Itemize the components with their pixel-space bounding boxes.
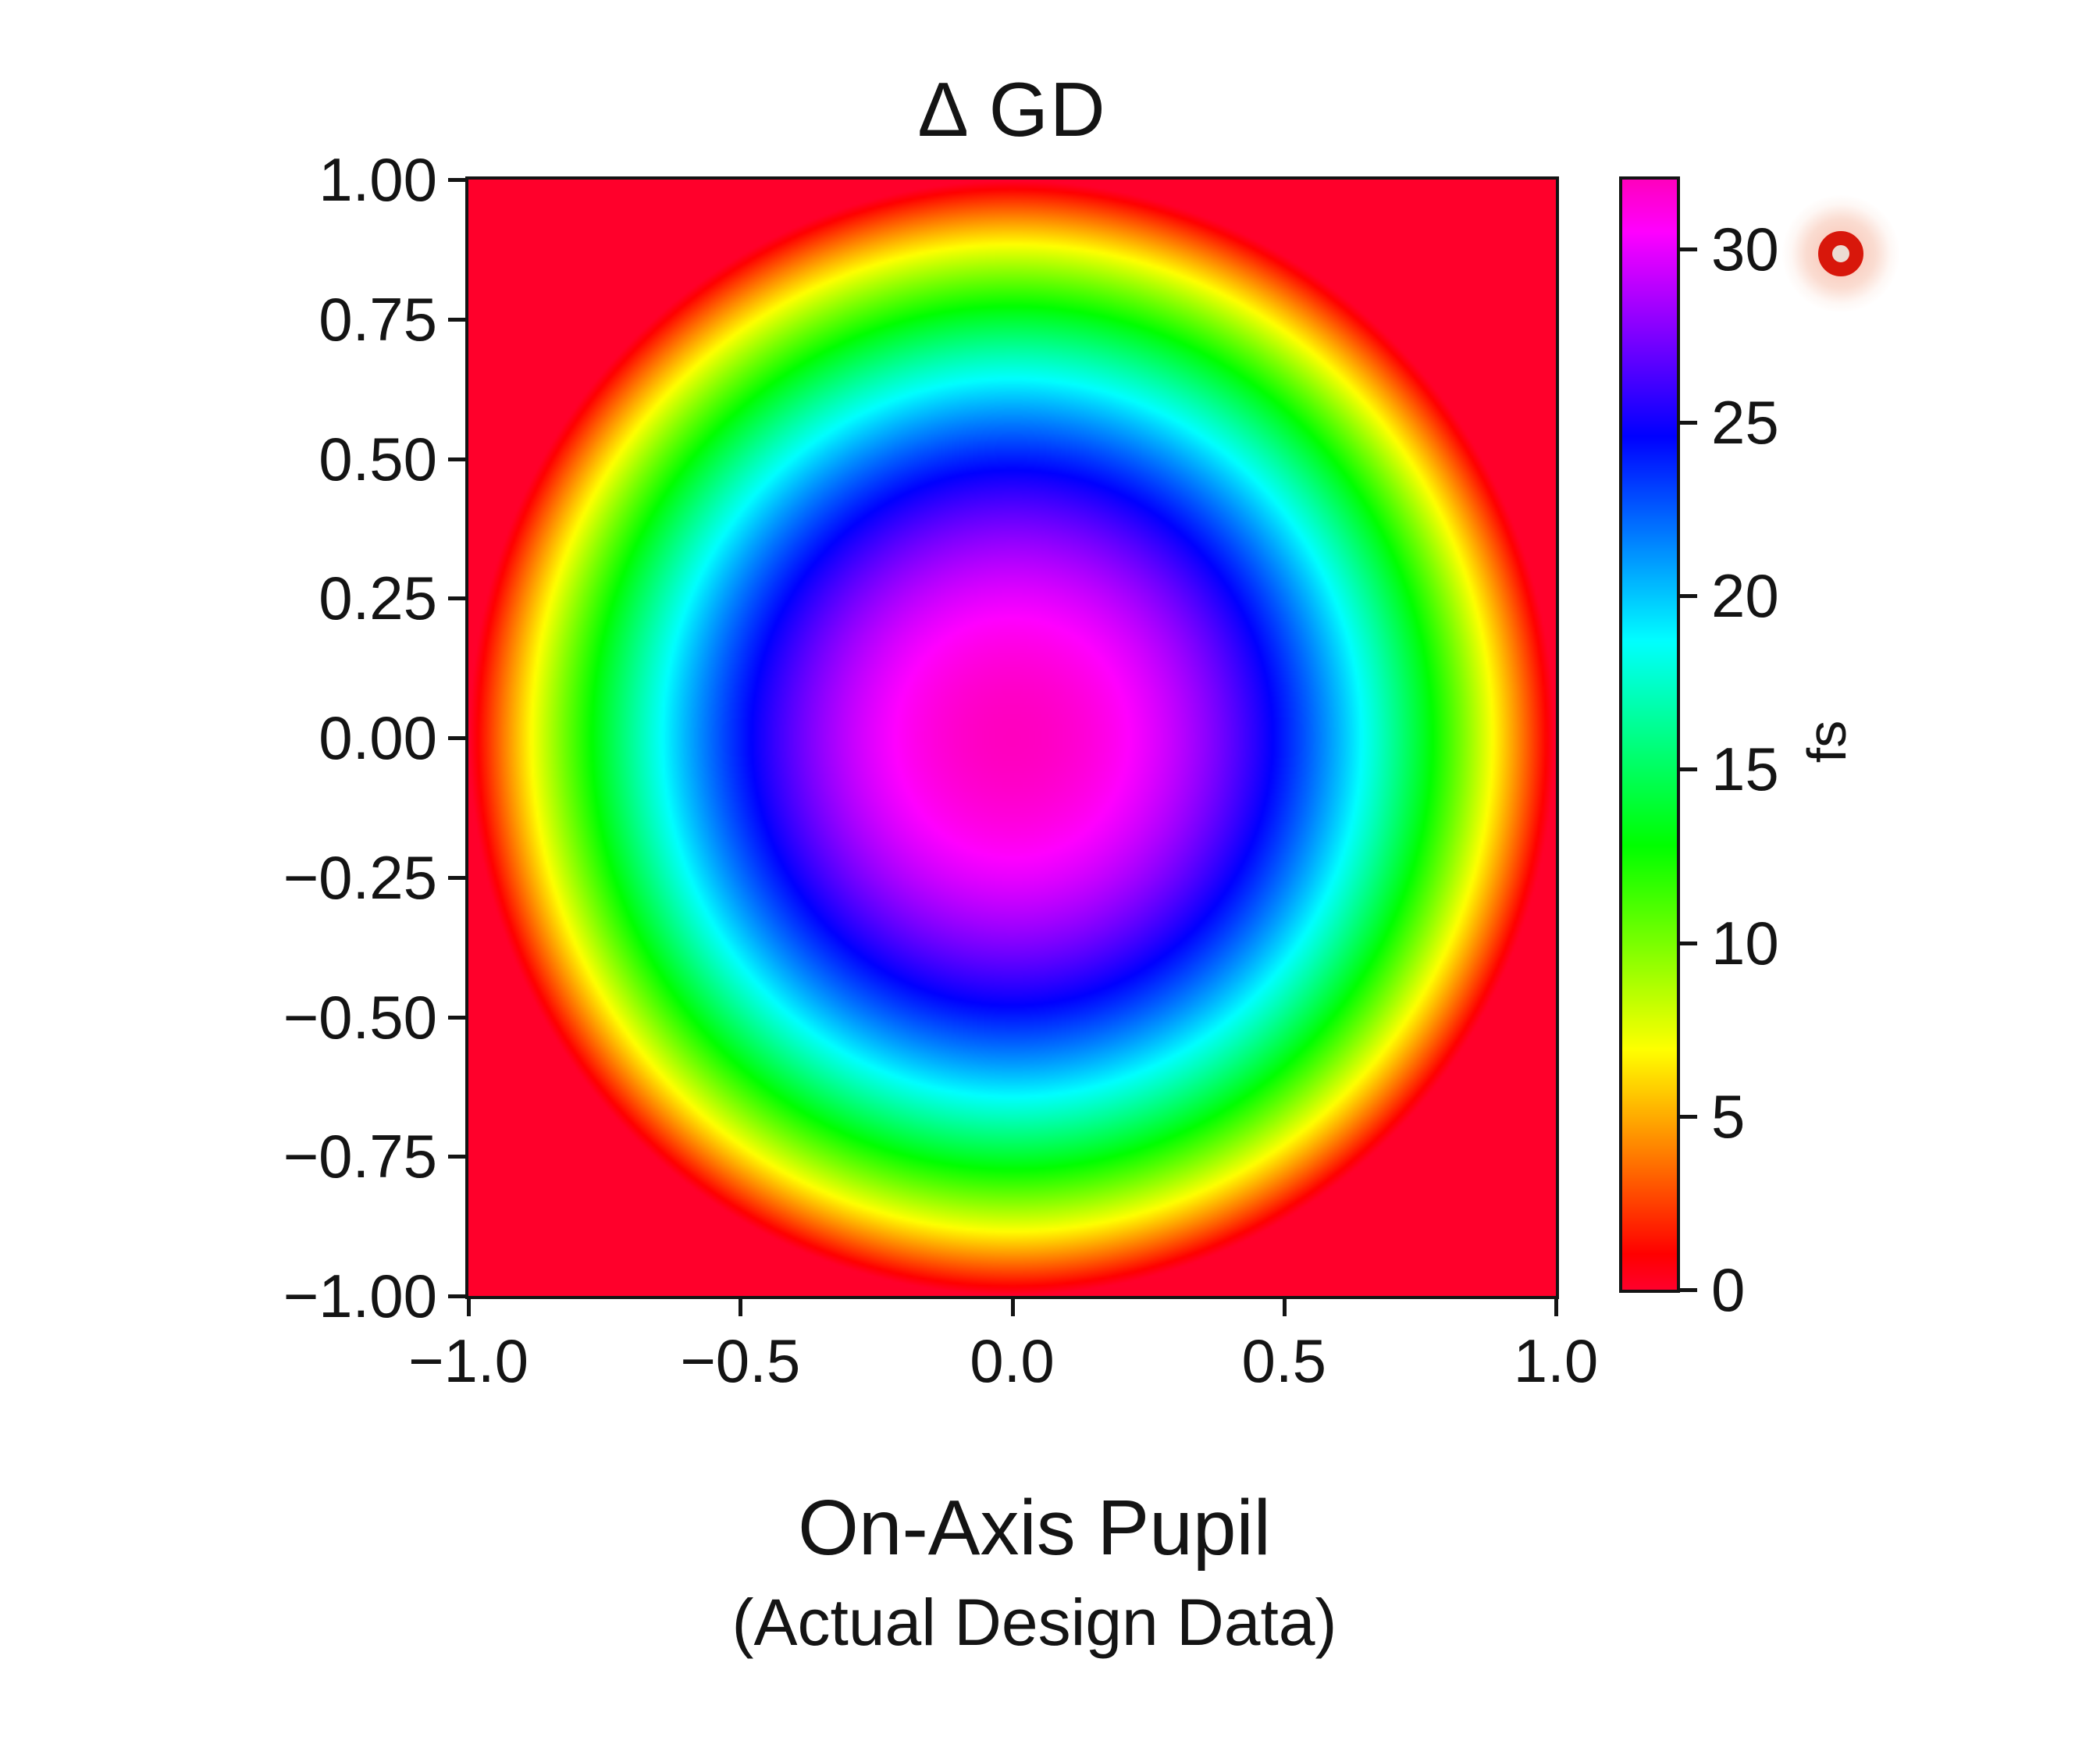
x-tick-label: −1.0 (408, 1326, 529, 1395)
colorbar-tick-mark (1677, 1288, 1697, 1292)
x-tick-label: 0.0 (970, 1326, 1055, 1395)
x-tick-mark (1282, 1296, 1287, 1316)
caption-title: On-Axis Pupil (798, 1484, 1271, 1572)
y-tick-label: −0.75 (283, 1122, 437, 1191)
pupil-heatmap (468, 180, 1556, 1296)
colorbar-tick-mark (1677, 247, 1697, 251)
x-tick-label: −0.5 (680, 1326, 801, 1395)
red-ring-pointer-icon (1818, 231, 1863, 276)
colorbar-unit-label: fs (1796, 720, 1857, 764)
colorbar-tick-label: 5 (1711, 1081, 1746, 1151)
x-tick-label: 1.0 (1513, 1326, 1599, 1395)
y-tick-mark (448, 1294, 468, 1298)
y-tick-mark (448, 736, 468, 740)
colorbar-tick-mark (1677, 594, 1697, 599)
colorbar-frame (1619, 176, 1680, 1293)
colorbar-tick-label: 20 (1711, 561, 1779, 631)
y-tick-label: −0.50 (283, 982, 437, 1052)
x-tick-mark (1554, 1296, 1558, 1316)
y-tick-label: 0.25 (319, 564, 437, 633)
x-tick-mark (739, 1296, 743, 1316)
y-tick-label: −1.00 (283, 1262, 437, 1330)
x-tick-label: 0.5 (1241, 1326, 1326, 1395)
y-tick-label: 0.75 (319, 284, 437, 354)
colorbar-tick-mark (1677, 941, 1697, 945)
x-tick-mark (467, 1296, 471, 1316)
y-tick-mark (448, 1155, 468, 1159)
caption-subtitle: (Actual Design Data) (731, 1586, 1337, 1659)
colorbar-tick-label: 25 (1711, 388, 1779, 457)
y-tick-mark (448, 596, 468, 601)
y-tick-mark (448, 178, 468, 182)
colorbar (1622, 180, 1677, 1290)
colorbar-tick-mark (1677, 421, 1697, 425)
colorbar-tick-label: 15 (1711, 735, 1779, 804)
colorbar-tick-mark (1677, 767, 1697, 772)
y-tick-label: −0.25 (283, 842, 437, 912)
y-tick-label: 0.00 (319, 703, 437, 772)
x-tick-mark (1010, 1296, 1015, 1316)
y-tick-label: 0.50 (319, 424, 437, 493)
y-tick-mark (448, 875, 468, 880)
y-tick-mark (448, 457, 468, 461)
pupil-heatmap-frame (465, 176, 1559, 1299)
figure-title: Δ GD (917, 66, 1107, 152)
colorbar-tick-label: 0 (1711, 1255, 1746, 1324)
colorbar-tick-label: 30 (1711, 214, 1779, 283)
colorbar-tick-mark (1677, 1114, 1697, 1119)
colorbar-tick-label: 10 (1711, 908, 1779, 977)
y-tick-mark (448, 317, 468, 322)
y-tick-label: 1.00 (319, 145, 437, 214)
y-tick-mark (448, 1015, 468, 1020)
